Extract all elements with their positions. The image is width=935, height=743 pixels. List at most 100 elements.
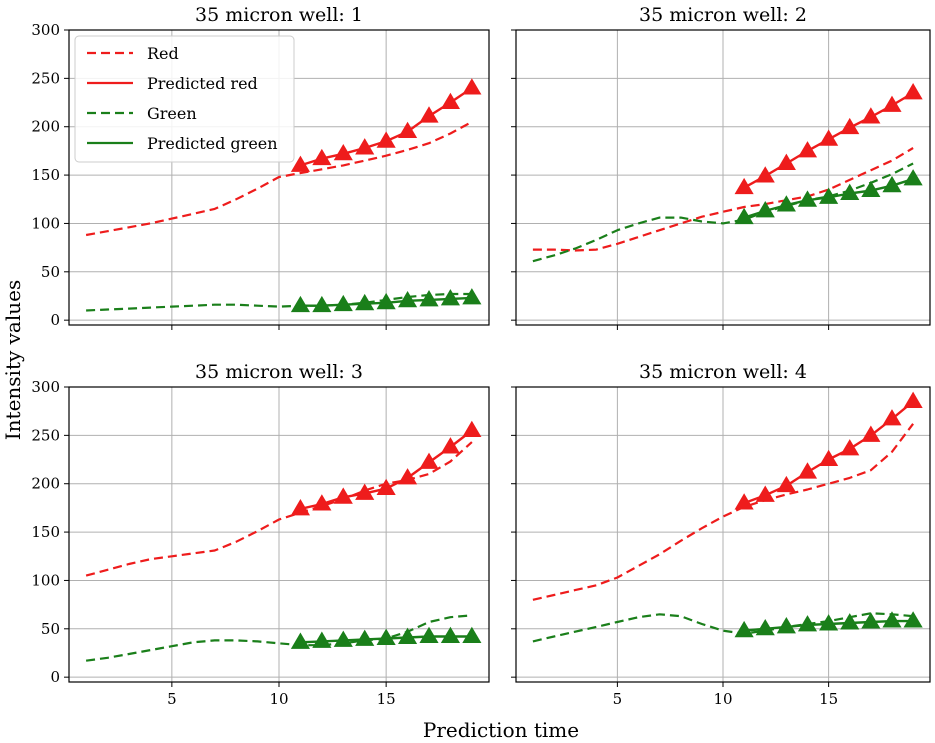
predicted-green-marker (819, 614, 839, 631)
predicted-green-marker (419, 626, 439, 644)
predicted-green-marker (290, 632, 311, 649)
panel-title: 35 micron well: 3 (195, 361, 363, 383)
predicted-green-marker (755, 201, 775, 218)
predicted-red-marker (903, 391, 923, 408)
predicted-green-marker (882, 611, 902, 628)
red-series-line (532, 147, 914, 252)
predicted-red-marker (797, 462, 818, 479)
y-tick-label: 150 (31, 523, 60, 541)
predicted-red-marker (397, 121, 418, 139)
predicted-red-marker (419, 452, 439, 469)
predicted-green-marker (861, 612, 881, 629)
y-tick-label: 200 (31, 475, 60, 493)
y-tick-label: 0 (50, 668, 60, 686)
predicted-red-marker (333, 143, 353, 161)
y-tick-label: 100 (31, 214, 60, 232)
predicted-red-marker (376, 131, 396, 148)
predicted-green-marker (462, 626, 482, 644)
predicted-red-marker (290, 155, 311, 172)
red-series-line (85, 120, 473, 237)
predicted-red-marker (312, 494, 332, 511)
legend-label: Predicted red (147, 74, 258, 93)
x-tick-label: 15 (377, 690, 396, 708)
predicted-red-marker (861, 107, 881, 124)
y-axis-title: Intensity values (1, 280, 25, 441)
predicted-red-marker (840, 117, 860, 135)
predicted-red-marker (440, 437, 461, 454)
legend-box (74, 35, 295, 163)
predicted-red-marker (797, 141, 818, 158)
predicted-green-marker (840, 183, 860, 200)
predicted-red-marker (397, 468, 418, 485)
predicted-green-marker (797, 615, 818, 632)
predicted-green-marker (840, 613, 860, 630)
predicted-green-marker (355, 629, 375, 646)
predicted-red-marker (755, 166, 775, 183)
y-tick-label: 300 (31, 21, 60, 39)
predicted-green-marker (419, 290, 439, 307)
predicted-red-marker (819, 129, 839, 146)
predicted-red-marker (440, 92, 461, 110)
predicted-red-marker (903, 83, 923, 100)
predicted-green-marker (397, 290, 418, 308)
predicted-red-marker (776, 475, 796, 493)
predicted-green-marker (312, 631, 332, 648)
predicted-green-marker (376, 292, 396, 310)
predicted-green-marker (397, 627, 418, 644)
predicted-green-marker (355, 293, 375, 311)
predicted-green-marker (734, 207, 754, 225)
predicted-green-marker (440, 289, 461, 306)
plot-frame (515, 29, 931, 326)
predicted-red-marker (819, 449, 839, 467)
x-axis-title: Prediction time (423, 718, 579, 742)
x-tick-label: 5 (613, 690, 623, 708)
y-tick-label: 50 (41, 620, 60, 638)
predicted-green-marker (333, 630, 353, 647)
red-series-line (532, 423, 914, 601)
y-tick-label: 100 (31, 571, 60, 589)
predicted-red-marker (355, 483, 375, 500)
predicted-red-marker (755, 485, 775, 502)
predicted-red-marker (462, 78, 482, 95)
legend-label: Predicted green (147, 134, 278, 153)
predicted-green-marker (462, 288, 482, 305)
x-tick-label: 5 (167, 690, 177, 708)
panel-title: 35 micron well: 4 (639, 361, 807, 383)
predicted-red-marker (312, 148, 332, 166)
y-tick-label: 300 (31, 378, 60, 396)
legend: Red Predicted red Green Predicted green (74, 35, 295, 163)
predicted-red-marker (776, 153, 796, 170)
predicted-green-marker (903, 611, 923, 628)
x-tick-label: 10 (713, 690, 732, 708)
predicted-green-marker (861, 180, 881, 198)
predicted-red-marker (840, 439, 860, 456)
predicted-red-marker (734, 177, 754, 195)
x-tick-label: 15 (819, 690, 838, 708)
chart-panel-3: 0 50 100 150 200 250 300 5 10 15 35 micron well: 3 (31, 361, 490, 708)
predicted-red-marker (290, 499, 311, 516)
plot-frame (515, 386, 931, 683)
chart-panel-2: 35 micron well: 2 (511, 4, 931, 330)
predicted-green-marker (440, 626, 461, 644)
predicted-green-marker (290, 295, 311, 313)
predicted-red-marker (355, 138, 375, 155)
y-tick-label: 0 (50, 311, 60, 329)
legend-label: Red (147, 44, 179, 63)
panel-title: 35 micron well: 1 (195, 4, 363, 26)
plot-frame (68, 29, 490, 326)
predicted-green-marker (734, 620, 754, 638)
predicted-green-marker (776, 617, 796, 634)
y-tick-label: 250 (31, 69, 60, 87)
x-tick-label: 10 (269, 690, 288, 708)
predicted-red-marker (419, 106, 439, 123)
predicted-green-marker (376, 628, 396, 645)
chart-panel-4: 5 10 15 35 micron well: 4 (511, 361, 931, 708)
predicted-green-marker (312, 295, 332, 313)
predicted-green-marker (797, 190, 818, 207)
predicted-red-marker (333, 487, 353, 504)
predicted-red-marker (882, 95, 902, 112)
predicted-red-marker (734, 493, 754, 510)
predicted-red-marker (376, 478, 396, 496)
predicted-red-marker (861, 425, 881, 442)
